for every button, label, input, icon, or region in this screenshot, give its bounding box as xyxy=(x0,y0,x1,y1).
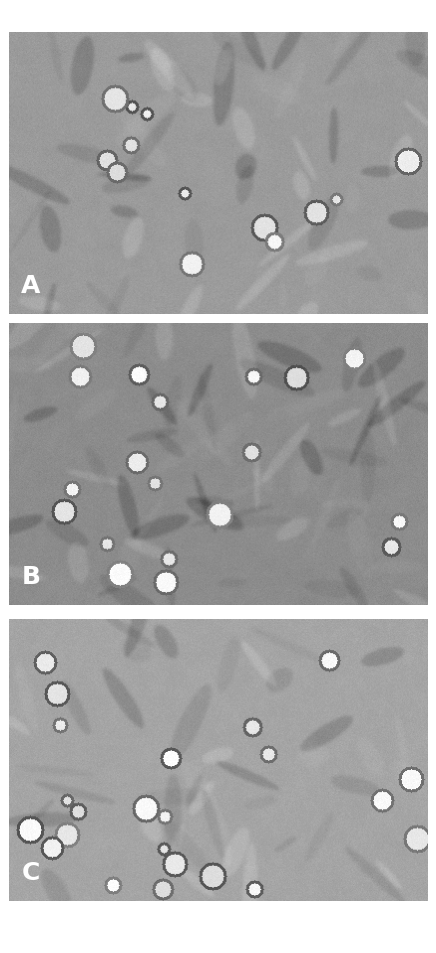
Text: B: B xyxy=(21,564,40,588)
Text: A: A xyxy=(21,274,41,297)
Text: C: C xyxy=(21,860,40,883)
